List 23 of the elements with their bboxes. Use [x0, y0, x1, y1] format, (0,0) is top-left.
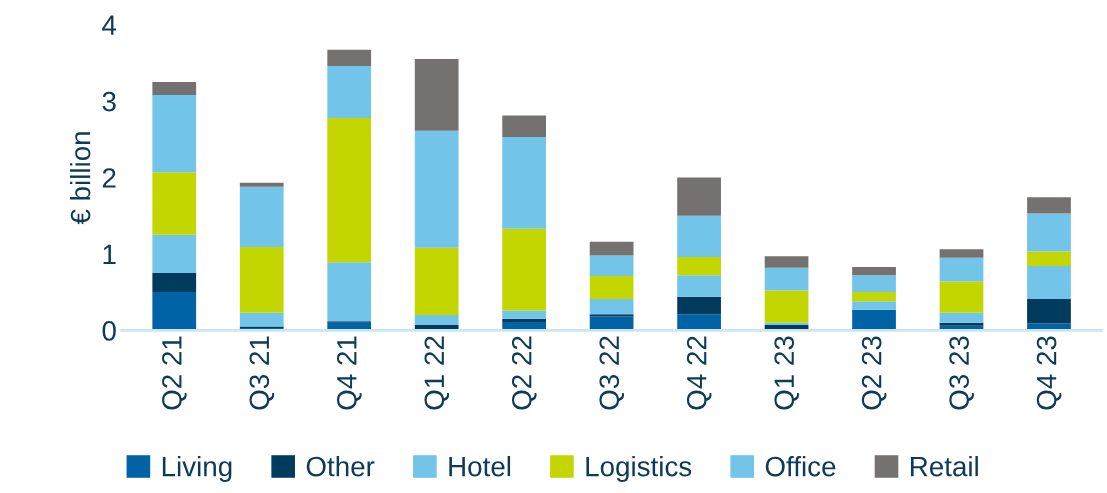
x-tick-label: Q3 22	[599, 336, 625, 410]
legend-label: Office	[765, 455, 836, 477]
legend-label: Other	[306, 455, 375, 477]
x-tick-label: Q3 21	[249, 336, 275, 410]
x-tick-label: Q3 23	[949, 336, 974, 410]
y-tick-label: 3	[102, 91, 116, 112]
x-tick-label: Q4 21	[336, 336, 362, 410]
legend-label: Hotel	[449, 455, 511, 477]
y-tick-label: 2	[102, 168, 116, 188]
x-tick-label: Q2 23	[861, 336, 887, 410]
x-tick-label: Q1 23	[774, 336, 799, 410]
x-tick-label: Q4 23	[1036, 336, 1062, 410]
x-tick-label: Q2 22	[511, 336, 537, 410]
y-tick-label: 4	[102, 15, 117, 35]
y-tick-label: 1	[103, 244, 116, 264]
x-tick-label: Q1 22	[424, 336, 450, 410]
y-tick-label: 0	[102, 320, 116, 341]
legend-label: Logistics	[586, 455, 692, 482]
x-tick-label: Q4 22	[686, 336, 712, 410]
x-tick-label: Q2 21	[162, 336, 187, 410]
legend-label: Living	[162, 455, 232, 482]
y-axis-title: € billion	[70, 132, 91, 225]
legend-label: Retail	[911, 455, 978, 477]
